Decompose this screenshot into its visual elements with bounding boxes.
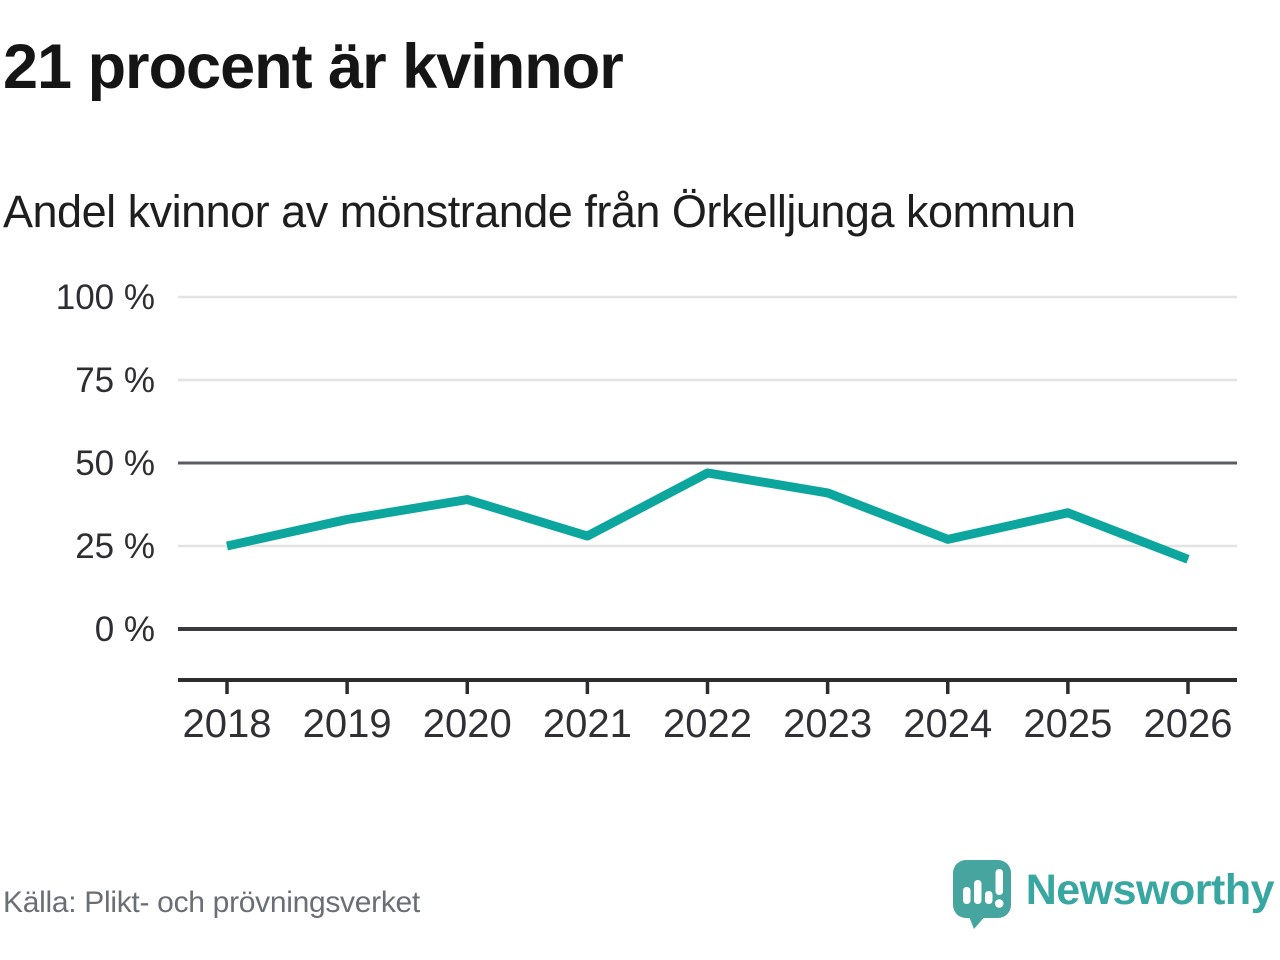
logo-bar-2 bbox=[973, 880, 982, 904]
logo-bar-1 bbox=[962, 887, 971, 904]
newsworthy-logo-icon bbox=[952, 860, 1011, 929]
x-tick-label: 2026 bbox=[1144, 702, 1233, 746]
x-tick-label: 2020 bbox=[423, 702, 512, 746]
chart-subtitle: Andel kvinnor av mönstrande från Örkellj… bbox=[3, 186, 1076, 237]
x-tick-label: 2018 bbox=[183, 702, 272, 746]
x-tick-label: 2024 bbox=[903, 702, 992, 746]
x-tick-label: 2021 bbox=[543, 702, 632, 746]
y-tick-label: 0 % bbox=[95, 610, 155, 649]
logo-bar-3 bbox=[984, 891, 993, 904]
line-chart: 0 % 25 % 50 % 75 % 100 % 2018 2019 2020 2021 202… bbox=[56, 278, 1237, 746]
x-tick-label: 2019 bbox=[303, 702, 392, 746]
brand-lockup: Newsworthy bbox=[951, 858, 1275, 930]
logo-exclamation-bar bbox=[995, 869, 1003, 895]
x-axis: 2018 2019 2020 2021 2022 2023 2024 2025 2026 bbox=[178, 678, 1237, 746]
x-tick-label: 2023 bbox=[783, 702, 872, 746]
page-title: 21 procent är kvinnor bbox=[3, 32, 624, 102]
y-axis-labels: 0 % 25 % 50 % 75 % 100 % bbox=[56, 278, 155, 649]
x-tick-label: 2022 bbox=[663, 702, 752, 746]
y-tick-label: 25 % bbox=[75, 527, 155, 566]
brand-name: Newsworthy bbox=[1025, 865, 1275, 914]
y-tick-label: 100 % bbox=[56, 278, 155, 317]
y-tick-label: 50 % bbox=[75, 444, 155, 483]
x-tick-label: 2025 bbox=[1023, 702, 1112, 746]
series-line bbox=[226, 468, 1190, 564]
source-note: Källa: Plikt- och prövningsverket bbox=[3, 886, 420, 919]
data-series bbox=[226, 468, 1190, 564]
gridlines bbox=[178, 295, 1237, 631]
y-tick-label: 75 % bbox=[75, 361, 155, 400]
logo-exclamation-dot bbox=[994, 899, 1004, 908]
